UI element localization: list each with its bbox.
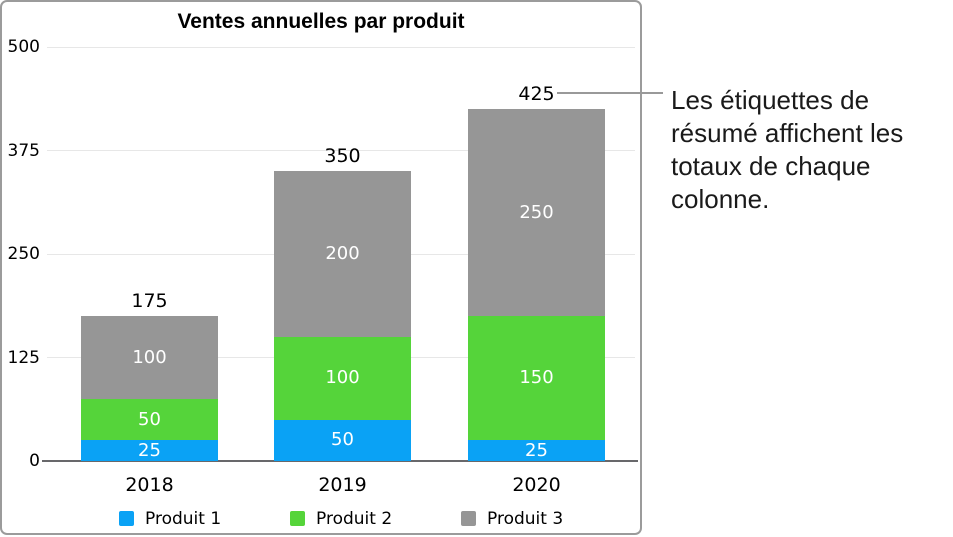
segment-value-label: 200 <box>325 243 360 264</box>
bar-segment <box>81 440 218 461</box>
legend-label: Produit 1 <box>145 509 222 529</box>
legend-swatch <box>119 511 134 526</box>
bar-segment <box>468 440 605 461</box>
axis-baseline <box>42 460 638 462</box>
bar-segment <box>468 316 605 441</box>
y-axis-tick-label: 375 <box>7 140 40 161</box>
legend-swatch <box>290 511 305 526</box>
callout-connector-line <box>557 92 663 94</box>
gridline <box>47 46 635 48</box>
annotation-line: Les étiquettes de <box>671 85 870 115</box>
bar-segment <box>468 109 605 317</box>
segment-value-label: 100 <box>132 346 167 368</box>
annotation-line: colonne. <box>671 184 770 214</box>
legend-swatch <box>461 511 476 526</box>
bar-segment <box>81 316 218 399</box>
y-axis-tick-label: 500 <box>7 37 40 57</box>
segment-value-label: 150 <box>519 367 554 389</box>
chart-title: Ventes annuelles par produit <box>177 10 465 33</box>
bar-segment <box>274 336 411 420</box>
summary-total-label: 350 <box>324 145 361 168</box>
summary-total-label: 425 <box>518 83 555 106</box>
gridline <box>47 150 635 151</box>
chart-legend: Produit 1 Produit 2 Produit 3 <box>2 2 640 533</box>
summary-total-label: 175 <box>131 290 168 313</box>
segment-value-label: 25 <box>138 439 161 461</box>
annotation-callout: Les étiquettes de résumé affichent les t… <box>671 84 903 216</box>
y-axis-tick-label: 125 <box>7 347 40 368</box>
y-axis-tick-label: 0 <box>29 451 40 471</box>
legend-label: Produit 3 <box>487 509 564 529</box>
chart-panel: Ventes annuelles par produit 0 125 250 375 5… <box>0 0 642 535</box>
y-axis-tick-label: 250 <box>7 244 40 264</box>
bar-segment <box>274 171 411 337</box>
segment-value-label: 25 <box>525 439 548 461</box>
x-axis-label: 2019 <box>318 474 367 496</box>
bar-segment <box>81 398 218 441</box>
segment-value-label: 100 <box>325 367 360 389</box>
annotation-line: résumé affichent les <box>671 118 904 148</box>
bar-segment <box>274 419 411 461</box>
segment-value-label: 50 <box>138 408 161 430</box>
plot-area: 0 125 250 375 500 25 50 100 175 2018 50 100 200 350 20… <box>2 2 640 533</box>
annotation-line: totaux de chaque <box>671 151 871 181</box>
x-axis-label: 2018 <box>125 474 174 496</box>
segment-value-label: 250 <box>519 201 554 223</box>
legend-label: Produit 2 <box>316 509 393 529</box>
x-axis-label: 2020 <box>512 474 561 496</box>
segment-value-label: 50 <box>331 429 354 451</box>
